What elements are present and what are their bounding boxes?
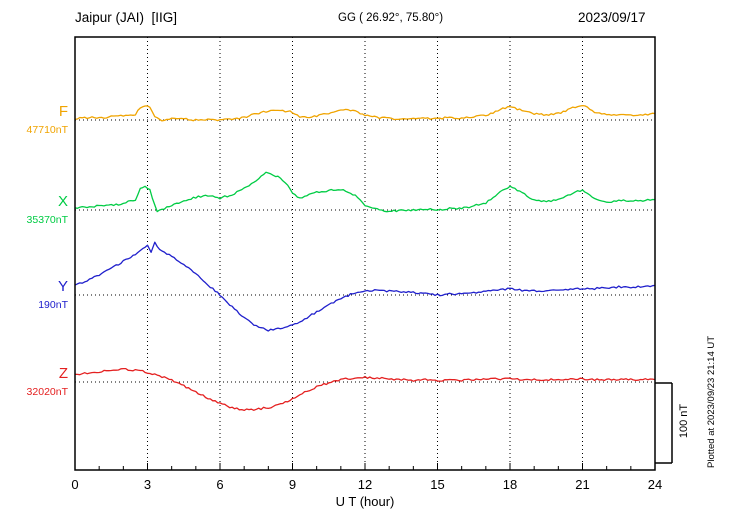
x-tick-label: 21 — [575, 477, 589, 492]
trace-X — [74, 171, 656, 213]
series-baseline-X: 35370nT — [26, 214, 68, 226]
x-tick-label: 12 — [358, 477, 372, 492]
x-axis-title: U T (hour) — [335, 494, 395, 509]
trace-Z — [74, 367, 656, 412]
plot-date: 2023/09/17 — [578, 10, 646, 25]
geographic-coordinates: GG ( 26.92°, 75.80°) — [338, 12, 444, 24]
trace-F — [74, 104, 656, 122]
plot-border — [74, 36, 656, 471]
scale-bar — [655, 382, 673, 464]
x-tick-label: 18 — [503, 477, 517, 492]
scale-bar-label: 100 nT — [678, 403, 690, 439]
plotted-timestamp-note: Plotted at 2023/09/23 21:14 UT — [706, 335, 717, 468]
x-tick-label: 0 — [71, 477, 78, 492]
x-tick-label: 6 — [216, 477, 223, 492]
series-baseline-Y: 190nT — [38, 299, 68, 311]
series-baseline-F: 47710nT — [26, 124, 68, 136]
series-label-Y: Y — [57, 278, 68, 295]
x-tick-label: 24 — [648, 477, 662, 492]
x-tick-label: 15 — [430, 477, 444, 492]
x-tick-label: 9 — [289, 477, 296, 492]
station-title: Jaipur (JAI) [IIG] — [75, 10, 178, 25]
series-label-X: X — [57, 193, 68, 210]
x-tick-label: 3 — [144, 477, 151, 492]
series-label-F: F — [58, 103, 68, 120]
trace-Y — [74, 241, 656, 332]
series-baseline-Z: 32020nT — [26, 386, 68, 398]
series-label-Z: Z — [58, 365, 68, 382]
chart-layer: 0 3 6 9 12 15 18 21 24 — [71, 37, 662, 492]
